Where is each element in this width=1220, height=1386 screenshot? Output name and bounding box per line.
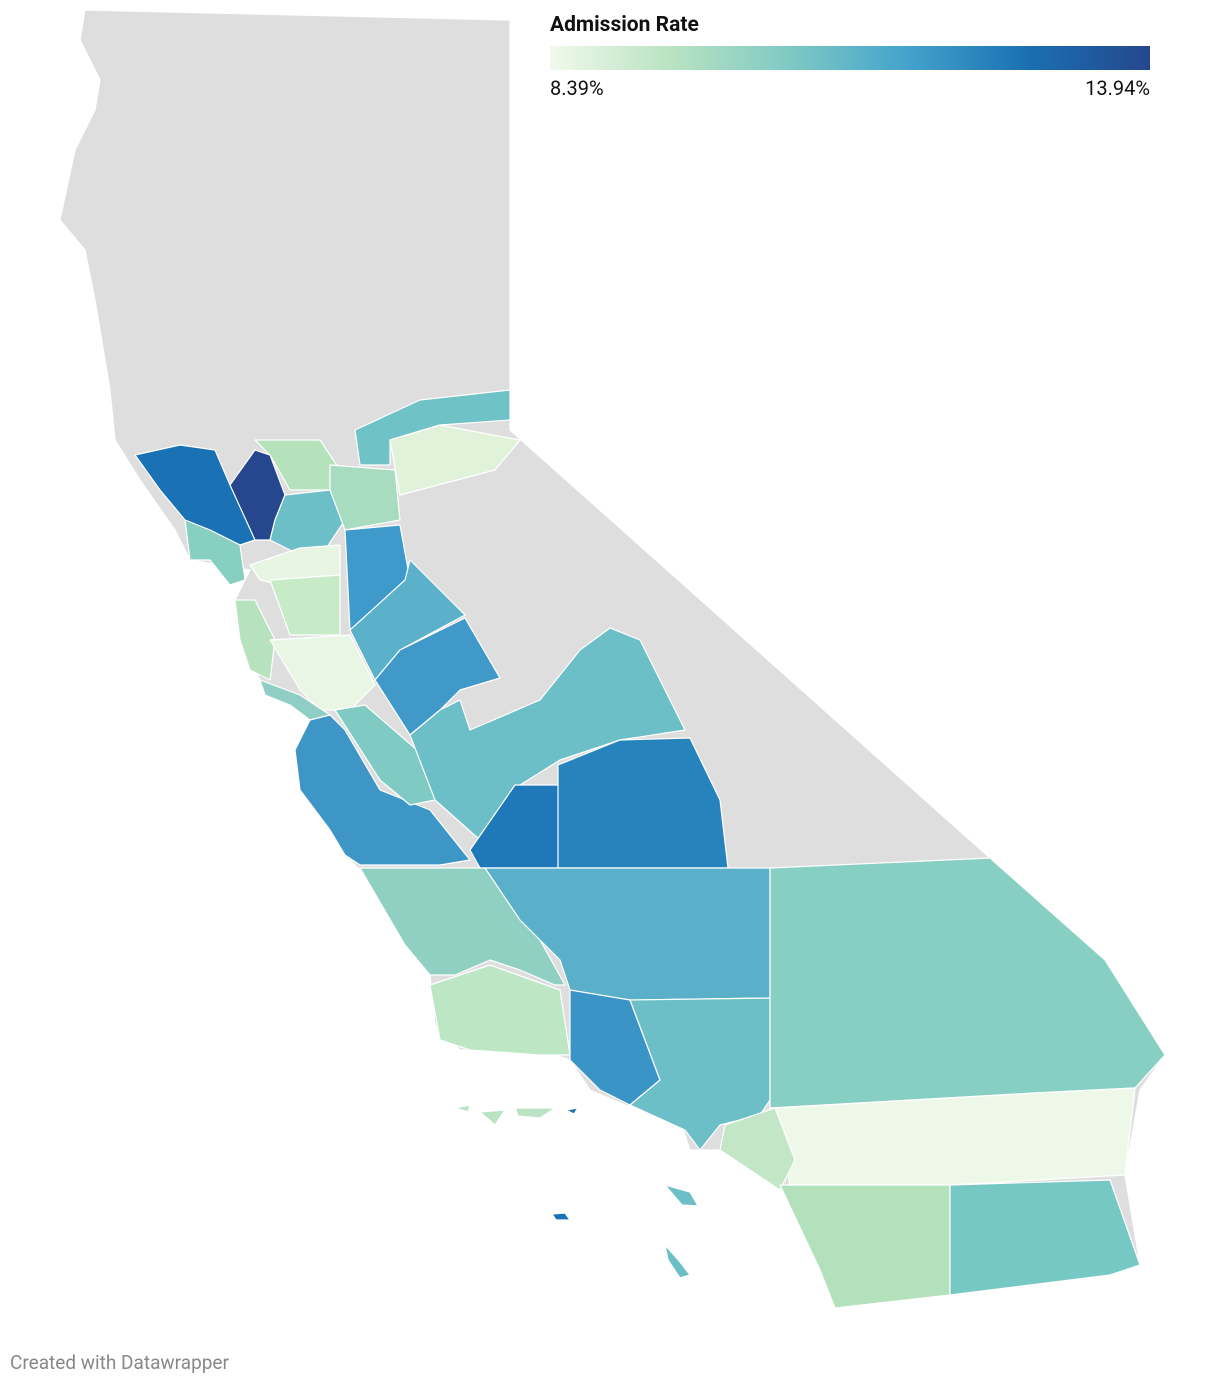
county — [234, 599, 276, 681]
county — [514, 1107, 556, 1119]
county — [269, 574, 341, 636]
county — [294, 714, 471, 866]
county — [454, 1104, 471, 1113]
county — [184, 519, 246, 586]
county — [429, 964, 571, 1056]
legend-min-label: 8.39% — [550, 76, 604, 100]
county — [565, 1107, 579, 1115]
legend-title: Admission Rate — [550, 13, 699, 37]
legend-gradient — [550, 46, 1150, 70]
county — [551, 1212, 571, 1221]
county — [949, 1179, 1141, 1296]
county — [479, 1109, 506, 1126]
county — [719, 1107, 796, 1191]
footer: Created with Datawrapper — [10, 1351, 229, 1374]
legend-max-label: 13.94% — [1085, 76, 1150, 100]
county — [779, 1184, 951, 1309]
county — [664, 1184, 699, 1207]
county — [329, 464, 401, 531]
counties — [59, 9, 1166, 1309]
county — [769, 857, 1166, 1109]
county — [664, 1244, 691, 1279]
county — [389, 424, 521, 496]
